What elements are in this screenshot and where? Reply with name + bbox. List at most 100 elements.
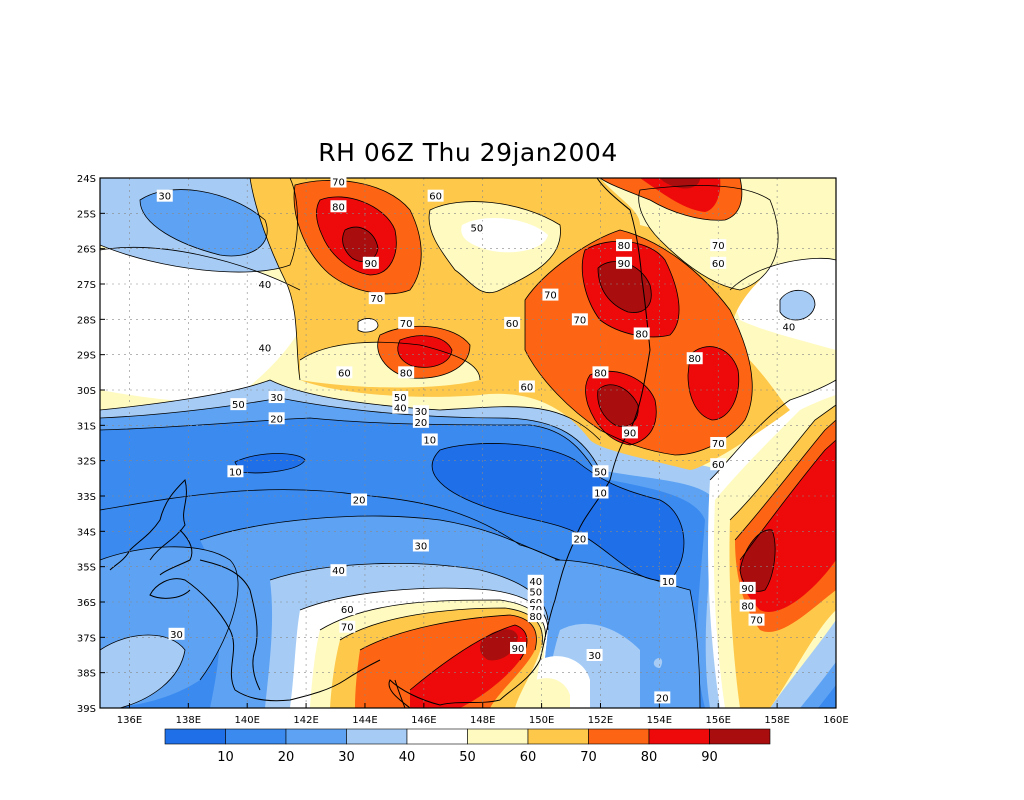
contour-label-text: 20 [656, 693, 669, 704]
lon-tick-label: 146E [411, 715, 436, 726]
rh-band-10 [818, 685, 836, 708]
contour-label-text: 70 [750, 616, 763, 627]
colorbar-swatch [709, 728, 771, 745]
lon-tick-label: 136E [117, 715, 142, 726]
lon-tick-label: 142E [293, 715, 318, 726]
rh-band-90 [597, 384, 639, 427]
colorbar-swatch [225, 728, 287, 745]
rh-band-0 [432, 443, 684, 581]
contour-label: 60 [710, 256, 727, 270]
colorbar-swatch [467, 728, 529, 745]
contour-label-text: 20 [270, 414, 283, 425]
contour-label: 10 [227, 465, 244, 478]
contour-label: 50 [527, 585, 544, 598]
contour-label-text: 20 [574, 534, 587, 545]
contour-label: 30 [268, 391, 285, 404]
colorbar-swatch [648, 728, 710, 745]
contour-label-text: 30 [588, 651, 601, 662]
rh-band-90 [598, 261, 652, 313]
contour-label-text: 10 [229, 467, 242, 478]
lon-tick-label: 160E [823, 715, 848, 726]
lat-tick-label: 36S [77, 598, 96, 609]
lon-tick-label: 150E [529, 715, 554, 726]
contour-label: 20 [571, 532, 588, 545]
contour-label: 20 [654, 691, 671, 704]
lon-tick-label: 144E [352, 715, 377, 726]
contour-label-text: 50 [529, 587, 542, 598]
rh-band-20 [140, 189, 268, 256]
rh-band-30 [653, 657, 663, 668]
contour-label: 60 [518, 380, 535, 393]
contour-label: 60 [710, 458, 727, 471]
contour-label: 30 [168, 627, 185, 641]
contour-label-text: 40 [783, 322, 796, 333]
colorbar-swatch [527, 728, 589, 745]
contour-label-text: 30 [170, 630, 183, 641]
contour-label-text: 70 [370, 294, 383, 305]
contour-label-text: 80 [400, 368, 413, 379]
contour-label: 70 [710, 437, 727, 450]
contour-label: 40 [392, 401, 409, 415]
contour-label-text: 40 [258, 344, 271, 355]
contour-label: 80 [330, 200, 347, 213]
lat-tick-label: 28S [77, 315, 96, 326]
contour-label: 20 [412, 415, 429, 429]
contour-label: 30 [412, 539, 429, 552]
lat-tick-label: 29S [77, 351, 96, 362]
contour-label-text: 30 [415, 407, 428, 418]
rh-band-20 [800, 662, 836, 708]
map-gridlines [100, 178, 836, 708]
contour-label-text: 50 [594, 467, 607, 478]
colorbar-label: 20 [278, 750, 295, 765]
lon-tick-label: 158E [764, 715, 789, 726]
contour-label-text: 70 [712, 439, 725, 450]
contour-label: 70 [710, 239, 727, 252]
lat-tick-label: 25S [77, 209, 96, 220]
lon-tick-label: 156E [706, 715, 731, 726]
rh-band-0 [235, 453, 305, 473]
contour-label: 80 [527, 610, 544, 623]
contour-label: 70 [571, 313, 588, 326]
contour-label-text: 20 [353, 496, 366, 507]
contour-label: 10 [421, 433, 438, 446]
colorbar-label: 30 [338, 750, 355, 765]
lat-axis: 24S 25S 26S 27S 28S 29S 30S 31S 32S 33S 34S 35S 36S 3… [77, 174, 105, 715]
lat-tick-label: 27S [77, 280, 96, 291]
lon-tick-label: 148E [470, 715, 495, 726]
contour-label-text: 60 [712, 259, 725, 270]
contour-label: 50 [592, 465, 609, 478]
contour-label-text: 80 [635, 329, 648, 340]
contour-label: 60 [339, 603, 356, 616]
contour-label: 40 [780, 320, 797, 333]
contour-label: 60 [504, 316, 521, 330]
contour-label-text: 80 [618, 241, 631, 252]
contour-label: 50 [468, 221, 485, 234]
colorbar-swatch [285, 728, 347, 745]
rh-band-40 [100, 275, 109, 296]
contour-label: 80 [633, 327, 650, 340]
rh-band-40 [358, 318, 378, 333]
contour-label: 40 [330, 564, 347, 577]
contour-label: 70 [398, 316, 415, 330]
lon-tick-label: 154E [647, 715, 672, 726]
contour-label-text: 80 [741, 602, 754, 613]
contour-label: 40 [527, 574, 544, 588]
contour-label: 80 [739, 599, 756, 613]
lat-tick-label: 31S [77, 421, 96, 432]
colorbar-label: 40 [399, 750, 416, 765]
contour-label: 20 [351, 493, 368, 507]
lat-tick-label: 34S [77, 527, 96, 538]
rh-band-40 [100, 247, 307, 402]
contour-label: 60 [336, 366, 353, 379]
contour-label-text: 60 [712, 460, 725, 471]
lat-tick-label: 37S [77, 633, 96, 644]
contour-label: 60 [427, 189, 444, 203]
contour-label-text: 50 [470, 223, 483, 234]
rh-band-80 [397, 335, 452, 368]
colorbar-label: 50 [459, 750, 476, 765]
contour-label-text: 90 [624, 428, 637, 439]
contour-label: 90 [510, 641, 527, 655]
colorbar-swatch [588, 728, 650, 745]
contour-label: 70 [748, 613, 765, 627]
